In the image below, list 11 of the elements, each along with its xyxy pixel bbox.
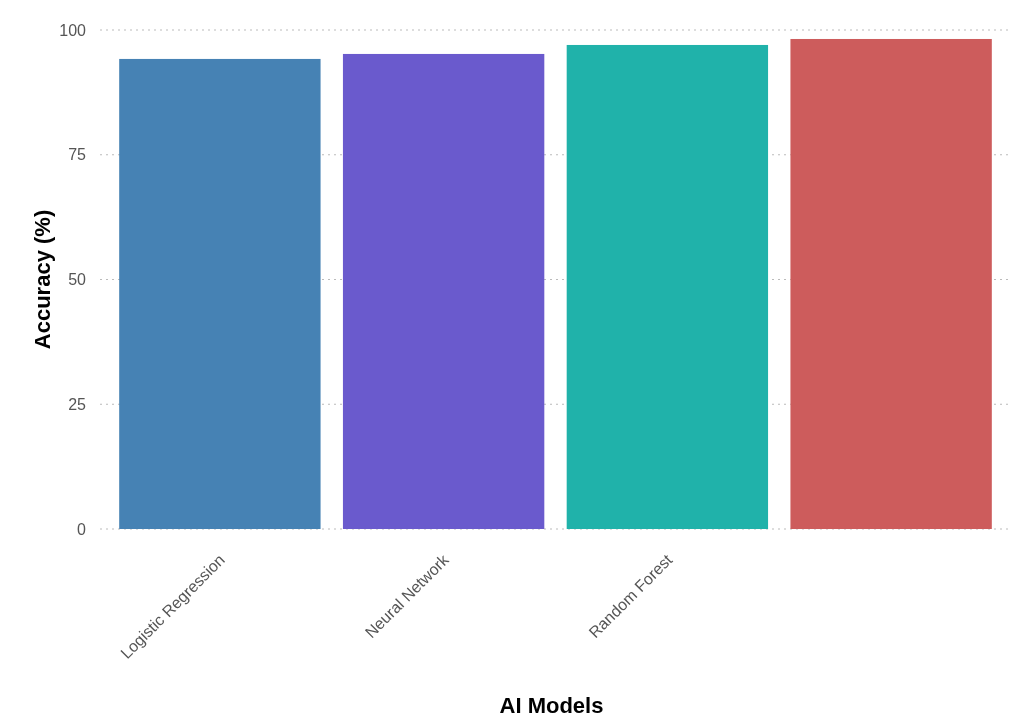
y-tick-label: 75 <box>68 146 87 164</box>
y-tick-label: 0 <box>77 520 87 538</box>
bar <box>790 38 992 529</box>
x-axis-title: AI Models <box>499 693 604 718</box>
y-tick-label: 50 <box>68 271 87 289</box>
bar <box>119 58 321 529</box>
y-tick-label: 100 <box>59 21 87 39</box>
y-axis-title: Accuracy (%) <box>30 209 55 350</box>
bar <box>566 44 769 529</box>
bar <box>342 53 545 529</box>
y-tick-label: 25 <box>68 395 87 413</box>
